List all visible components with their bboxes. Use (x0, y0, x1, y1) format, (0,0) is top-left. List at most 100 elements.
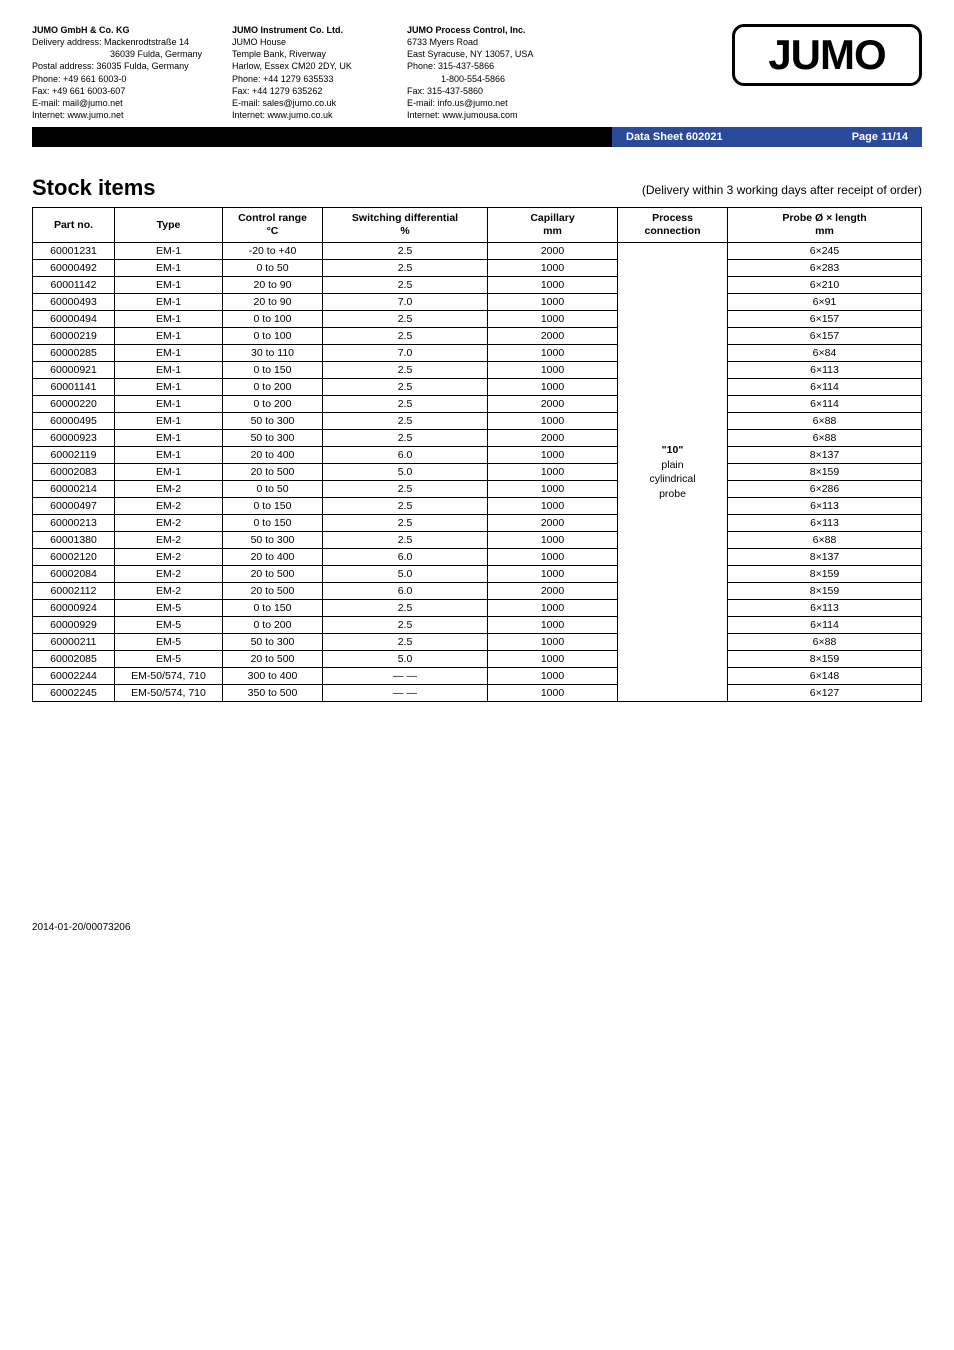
cell-part: 60000924 (33, 600, 115, 617)
cell-probe: 6×113 (728, 498, 922, 515)
table-row: 60002119EM-120 to 4006.010008×137 (33, 447, 922, 464)
cell-probe: 6×113 (728, 362, 922, 379)
cell-diff: 6.0 (323, 447, 488, 464)
company1-l1: Delivery address: Mackenrodtstraße 14 (32, 37, 189, 47)
cell-part: 60000494 (33, 311, 115, 328)
table-row: 60002244EM-50/574, 710300 to 400— —10006… (33, 668, 922, 685)
cell-range: 50 to 300 (223, 532, 323, 549)
cell-type: EM-50/574, 710 (115, 668, 223, 685)
proc-l1: "10" (662, 444, 684, 456)
th-type: Type (115, 208, 223, 243)
cell-cap: 2000 (488, 515, 618, 532)
stripe-blue: Data Sheet 602021 Page 11/14 (612, 127, 922, 147)
cell-diff: 7.0 (323, 345, 488, 362)
cell-part: 60000493 (33, 294, 115, 311)
cell-cap: 1000 (488, 549, 618, 566)
company1-l7: Internet: www.jumo.net (32, 110, 124, 120)
cell-type: EM-1 (115, 277, 223, 294)
cell-probe: 8×159 (728, 651, 922, 668)
th-cap-l2: mm (543, 225, 562, 237)
th-range-l2: °C (267, 225, 279, 237)
cell-range: 0 to 100 (223, 311, 323, 328)
cell-diff: 2.5 (323, 328, 488, 345)
cell-range: 0 to 200 (223, 396, 323, 413)
cell-type: EM-1 (115, 311, 223, 328)
cell-part: 60001142 (33, 277, 115, 294)
cell-range: 0 to 50 (223, 260, 323, 277)
cell-probe: 6×127 (728, 685, 922, 702)
cell-diff: 2.5 (323, 600, 488, 617)
cell-range: 50 to 300 (223, 430, 323, 447)
cell-part: 60000220 (33, 396, 115, 413)
cell-cap: 1000 (488, 532, 618, 549)
cell-diff: 2.5 (323, 532, 488, 549)
table-row: 60002112EM-220 to 5006.020008×159 (33, 583, 922, 600)
company2-l1: JUMO House (232, 37, 286, 47)
company3-l3: Phone: 315-437-5866 (407, 61, 494, 71)
cell-probe: 6×210 (728, 277, 922, 294)
cell-type: EM-1 (115, 328, 223, 345)
page-label: Page 11/14 (852, 131, 908, 143)
th-proc-l2: connection (644, 225, 700, 237)
company2-l4: Phone: +44 1279 635533 (232, 74, 333, 84)
table-row: 60000493EM-120 to 907.010006×91 (33, 294, 922, 311)
table-row: 60001141EM-10 to 2002.510006×114 (33, 379, 922, 396)
table-row: 60000214EM-20 to 502.510006×286 (33, 481, 922, 498)
company1-l5: Fax: +49 661 6003-607 (32, 86, 125, 96)
address-block-3: JUMO Process Control, Inc. 6733 Myers Ro… (407, 24, 582, 121)
cell-probe: 6×91 (728, 294, 922, 311)
cell-range: 0 to 200 (223, 617, 323, 634)
table-row: 60000213EM-20 to 1502.520006×113 (33, 515, 922, 532)
cell-cap: 2000 (488, 328, 618, 345)
cell-part: 60000495 (33, 413, 115, 430)
table-row: 60000492EM-10 to 502.510006×283 (33, 260, 922, 277)
cell-type: EM-1 (115, 345, 223, 362)
cell-type: EM-50/574, 710 (115, 685, 223, 702)
cell-diff: 2.5 (323, 260, 488, 277)
cell-cap: 1000 (488, 685, 618, 702)
cell-part: 60001231 (33, 243, 115, 260)
company3-l5: Fax: 315-437-5860 (407, 86, 483, 96)
cell-probe: 6×88 (728, 634, 922, 651)
cell-part: 60000497 (33, 498, 115, 515)
cell-probe: 6×245 (728, 243, 922, 260)
cell-type: EM-1 (115, 430, 223, 447)
cell-type: EM-1 (115, 260, 223, 277)
cell-range: 20 to 500 (223, 566, 323, 583)
th-diff: Switching differential % (323, 208, 488, 243)
header: JUMO GmbH & Co. KG Delivery address: Mac… (32, 24, 922, 121)
page: JUMO GmbH & Co. KG Delivery address: Mac… (0, 0, 954, 973)
header-stripe: Data Sheet 602021 Page 11/14 (32, 127, 922, 147)
table-row: 60000219EM-10 to 1002.520006×157 (33, 328, 922, 345)
cell-range: 0 to 150 (223, 498, 323, 515)
stock-table-body: 60001231EM-1-20 to +402.52000"10"plaincy… (33, 243, 922, 702)
cell-cap: 1000 (488, 294, 618, 311)
cell-diff: 2.5 (323, 379, 488, 396)
cell-cap: 1000 (488, 447, 618, 464)
cell-type: EM-1 (115, 464, 223, 481)
company3-l4: 1-800-554-5866 (441, 73, 505, 85)
cell-cap: 1000 (488, 634, 618, 651)
footer-text: 2014-01-20/00073206 (32, 922, 922, 933)
th-range: Control range °C (223, 208, 323, 243)
table-row: 60002085EM-520 to 5005.010008×159 (33, 651, 922, 668)
cell-cap: 1000 (488, 345, 618, 362)
cell-type: EM-1 (115, 379, 223, 396)
cell-cap: 2000 (488, 243, 618, 260)
cell-range: 0 to 150 (223, 362, 323, 379)
company1-l6: E-mail: mail@jumo.net (32, 98, 123, 108)
cell-type: EM-2 (115, 583, 223, 600)
cell-probe: 6×157 (728, 328, 922, 345)
cell-part: 60002083 (33, 464, 115, 481)
cell-part: 60002245 (33, 685, 115, 702)
jumo-logo: JUMO (732, 24, 922, 86)
cell-probe: 6×114 (728, 396, 922, 413)
delivery-note: (Delivery within 3 working days after re… (32, 183, 922, 197)
cell-diff: 2.5 (323, 396, 488, 413)
th-proc-l1: Process (652, 212, 693, 224)
cell-diff: — — (323, 668, 488, 685)
cell-range: 0 to 200 (223, 379, 323, 396)
th-diff-l1: Switching differential (352, 212, 458, 224)
cell-probe: 8×137 (728, 549, 922, 566)
cell-type: EM-1 (115, 396, 223, 413)
